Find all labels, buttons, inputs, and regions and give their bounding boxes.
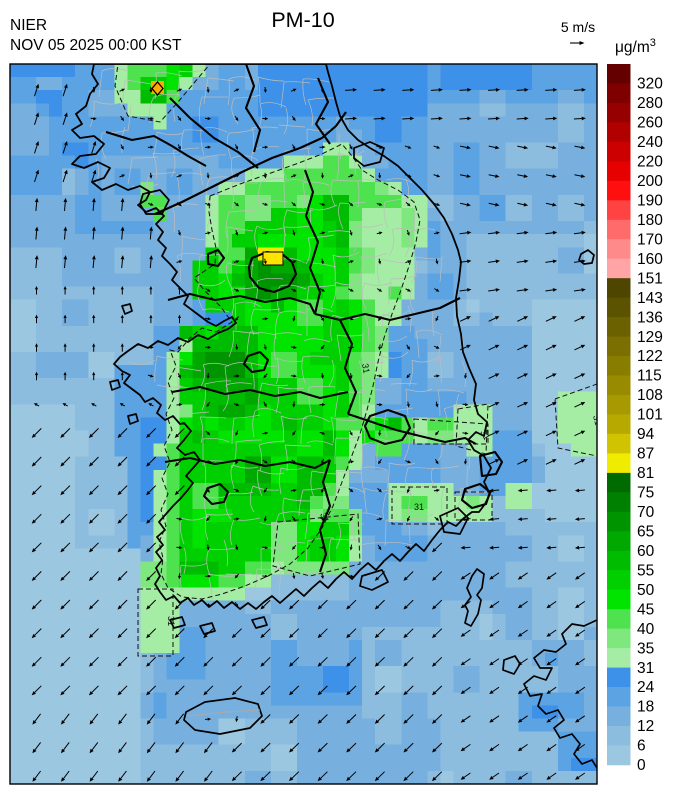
svg-text:50: 50	[637, 582, 655, 599]
svg-text:81: 81	[637, 465, 654, 482]
svg-text:45: 45	[637, 601, 654, 618]
svg-text:NIER: NIER	[10, 17, 47, 34]
svg-text:18: 18	[637, 699, 654, 716]
svg-text:87: 87	[637, 446, 654, 463]
svg-text:75: 75	[637, 485, 654, 502]
svg-text:108: 108	[637, 387, 663, 404]
svg-text:6: 6	[637, 738, 646, 755]
svg-text:PM-10: PM-10	[271, 8, 334, 32]
svg-text:NOV 05 2025 00:00 KST: NOV 05 2025 00:00 KST	[10, 37, 182, 54]
svg-text:220: 220	[637, 154, 663, 171]
svg-text:260: 260	[637, 115, 663, 132]
svg-text:180: 180	[637, 212, 663, 229]
svg-text:24: 24	[637, 679, 655, 696]
svg-text:55: 55	[637, 562, 654, 579]
svg-text:160: 160	[637, 251, 663, 268]
svg-text:170: 170	[637, 231, 663, 248]
svg-text:31: 31	[360, 363, 372, 375]
svg-text:12: 12	[637, 718, 654, 735]
svg-text:31: 31	[414, 502, 424, 512]
svg-text:40: 40	[637, 621, 655, 638]
svg-text:200: 200	[637, 173, 663, 190]
svg-text:94: 94	[637, 426, 655, 443]
svg-text:122: 122	[637, 348, 663, 365]
svg-text:70: 70	[637, 504, 655, 521]
svg-text:143: 143	[637, 290, 663, 307]
svg-text:280: 280	[637, 95, 663, 112]
svg-text:5 m/s: 5 m/s	[561, 19, 595, 35]
svg-text:0: 0	[637, 757, 646, 774]
svg-text:136: 136	[637, 309, 663, 326]
svg-text:101: 101	[637, 407, 663, 424]
svg-text:129: 129	[637, 329, 663, 346]
svg-text:320: 320	[637, 76, 663, 93]
svg-text:115: 115	[637, 368, 662, 385]
svg-text:μg/m3: μg/m3	[615, 37, 656, 56]
svg-text:31: 31	[637, 660, 654, 677]
svg-text:60: 60	[637, 543, 655, 560]
svg-text:31: 31	[591, 414, 603, 426]
svg-text:35: 35	[637, 640, 654, 657]
svg-text:151: 151	[637, 270, 663, 287]
svg-text:65: 65	[637, 524, 654, 541]
svg-text:190: 190	[637, 193, 663, 210]
svg-text:240: 240	[637, 134, 663, 151]
